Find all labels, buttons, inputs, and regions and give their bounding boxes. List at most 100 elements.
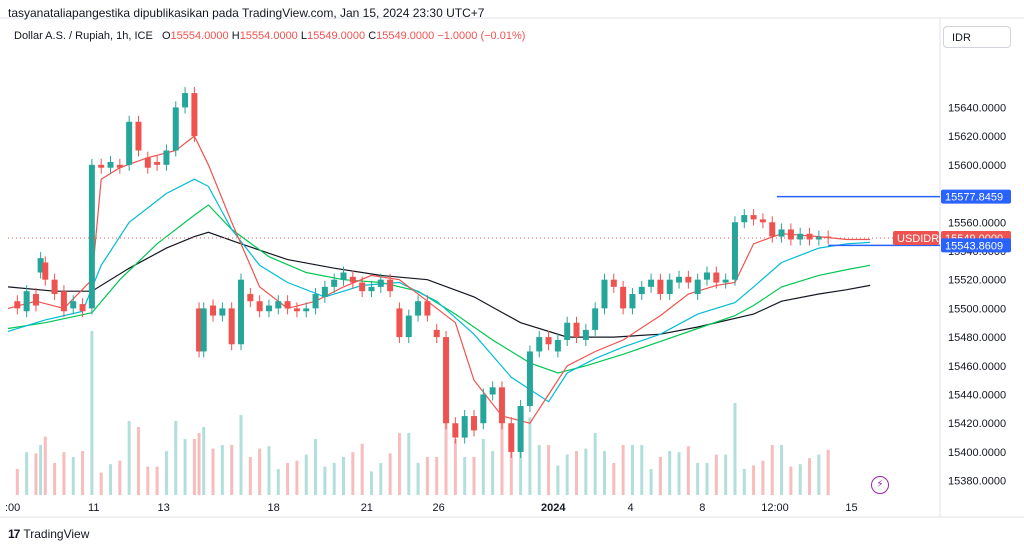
candle: [37, 258, 44, 273]
candle: [219, 308, 226, 316]
candle: [657, 279, 664, 295]
volume-bar: [127, 421, 131, 495]
candle: [14, 301, 21, 309]
candle: [536, 337, 543, 352]
candle: [98, 164, 105, 168]
candle: [769, 222, 776, 237]
candle: [32, 294, 39, 306]
candle: [154, 161, 161, 165]
candle: [443, 337, 450, 424]
volume-bar: [472, 457, 476, 495]
candle: [433, 329, 440, 338]
candle: [70, 301, 77, 309]
currency-selector[interactable]: IDR: [943, 26, 1011, 48]
volume-bar: [202, 427, 206, 495]
candle: [573, 322, 580, 338]
volume-bar: [780, 445, 784, 495]
volume-bar: [826, 449, 830, 495]
candle: [42, 262, 49, 280]
candle: [79, 304, 86, 312]
symbol-legend: Dollar A.S. / Rupiah, 1h, ICE O15554.000…: [14, 30, 525, 42]
volume-bar: [528, 417, 532, 495]
candle: [759, 219, 766, 223]
volume-bar: [220, 445, 224, 495]
candle: [23, 291, 30, 312]
volume-bar: [556, 465, 560, 495]
candle: [116, 164, 123, 168]
candle: [107, 161, 114, 168]
y-tick-label: 15460.0000: [948, 361, 1006, 373]
volume-bar: [584, 448, 588, 495]
candle: [191, 93, 198, 137]
ema-slow-line: [7, 204, 871, 374]
tradingview-logo-icon: 17: [8, 527, 20, 541]
candle: [825, 236, 832, 239]
volume-bar: [323, 466, 327, 495]
candle: [284, 301, 291, 309]
volume-bar: [575, 451, 579, 495]
candle: [592, 308, 599, 330]
volume-bar: [71, 457, 75, 495]
candle: [144, 157, 151, 168]
candle: [582, 329, 589, 340]
candle: [405, 315, 412, 338]
y-tick-label: 15400.0000: [948, 447, 1006, 459]
volume-bar: [81, 451, 85, 495]
y-tick-label: 15620.0000: [948, 131, 1006, 143]
volume-bar: [53, 463, 57, 495]
candle: [610, 279, 617, 287]
ema-long-line: [7, 231, 871, 338]
volume-bar: [136, 427, 140, 495]
volume-bar: [155, 466, 159, 495]
volume-bar: [407, 433, 411, 495]
volume-bar: [174, 421, 178, 495]
candle: [331, 279, 338, 287]
open-value: 15554.0000: [170, 30, 229, 42]
volume-bar: [230, 445, 234, 495]
volume-bar: [109, 464, 113, 495]
candle: [554, 339, 561, 352]
symbol-price-tag: USDIDR: [897, 233, 939, 245]
volume-bar: [118, 460, 122, 495]
volume-bar: [43, 436, 47, 495]
volume-bar: [808, 458, 812, 495]
candle: [750, 215, 757, 220]
volume-bar: [630, 445, 634, 495]
volume-bar: [342, 457, 346, 495]
candle: [704, 272, 710, 280]
volume-bar: [742, 469, 746, 495]
candle: [275, 301, 282, 309]
y-tick-label: 15380.0000: [948, 476, 1006, 488]
volume-bar: [752, 465, 756, 495]
candle: [321, 286, 328, 297]
candle: [564, 322, 571, 340]
low-value: 15549.0000: [307, 30, 366, 42]
volume-bar: [696, 463, 700, 495]
candle: [722, 279, 729, 283]
volume-bar: [817, 454, 821, 495]
candle: [676, 276, 683, 283]
candle: [741, 215, 748, 223]
candle: [368, 286, 375, 292]
x-tick-label: 4: [628, 502, 634, 514]
candle: [517, 406, 524, 452]
candle: [247, 294, 254, 302]
volume-bar: [146, 466, 150, 495]
volume-bar: [295, 460, 299, 495]
candle: [228, 308, 235, 345]
volume-bar: [686, 446, 690, 495]
candle: [778, 229, 785, 237]
volume-bar: [192, 439, 196, 495]
volume-bar: [25, 452, 29, 495]
volume-bar: [62, 452, 66, 495]
volume-bar: [761, 460, 765, 495]
candle: [424, 301, 431, 316]
volume-bar: [360, 443, 364, 495]
candle: [303, 308, 310, 312]
y-tick-label: 15520.0000: [948, 275, 1006, 287]
candle: [265, 305, 272, 312]
candle: [713, 272, 720, 283]
lightning-icon[interactable]: ⚡: [871, 476, 889, 494]
candle: [196, 308, 203, 352]
